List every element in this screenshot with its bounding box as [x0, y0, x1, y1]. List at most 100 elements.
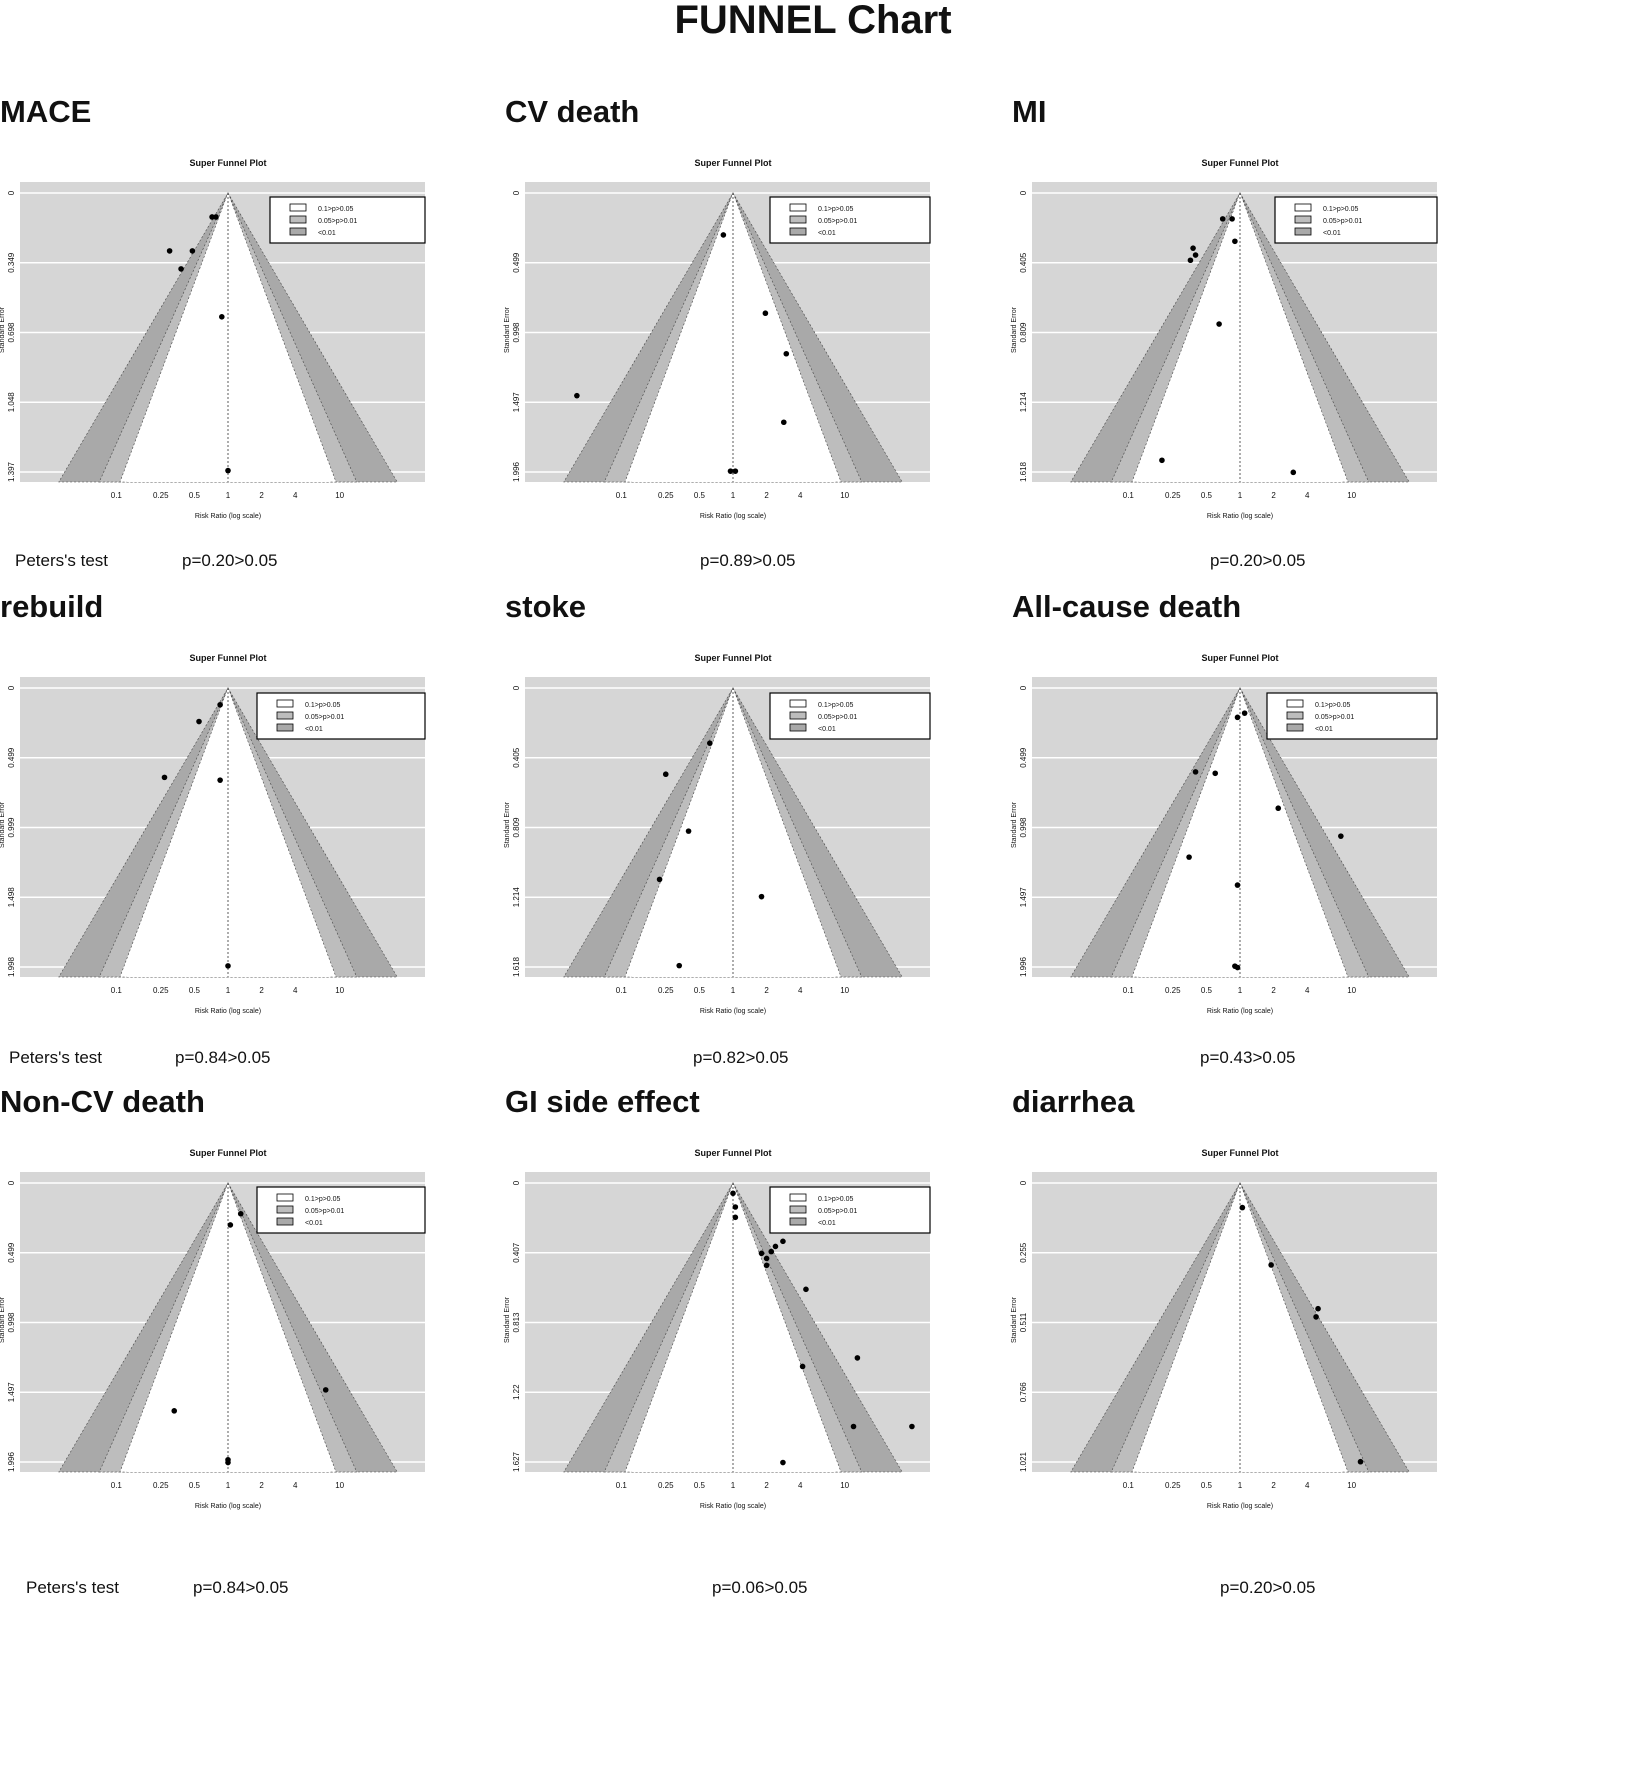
- y-tick-label: 0.407: [512, 1242, 521, 1263]
- y-tick-label: 1.214: [512, 887, 521, 908]
- y-tick-label: 0: [1019, 685, 1028, 690]
- study-point: [189, 248, 196, 254]
- x-axis-label: Risk Ratio (log scale): [700, 1503, 766, 1510]
- y-axis-label: Standard Error: [504, 801, 511, 848]
- legend-swatch: [276, 711, 294, 720]
- study-point: [732, 1204, 739, 1210]
- study-point: [1234, 964, 1241, 971]
- study-point: [1275, 805, 1282, 812]
- x-tick-label: 10: [1347, 1481, 1356, 1490]
- study-point: [171, 1408, 178, 1414]
- outcome-title: diarrhea: [1012, 1084, 1135, 1119]
- plot-title: Super Funnel Plot: [189, 1148, 266, 1158]
- legend: 0.1>p>0.05 0.05>p>0.01 <0.01: [256, 692, 426, 740]
- legend-label: <0.01: [318, 230, 336, 237]
- y-tick-label: 1.048: [7, 392, 16, 413]
- peters-test-label: Peters's test: [9, 1048, 103, 1067]
- x-tick-label: 2: [259, 986, 264, 995]
- y-tick-label: 1.996: [7, 1451, 16, 1472]
- study-point: [783, 350, 790, 357]
- legend: 0.1>p>0.05 0.05>p>0.01 <0.01: [256, 1186, 426, 1234]
- plot-title: Super Funnel Plot: [189, 653, 266, 663]
- study-point: [732, 1214, 739, 1221]
- study-point: [799, 1363, 806, 1370]
- y-tick-label: 0.998: [512, 322, 521, 343]
- study-point: [1290, 469, 1297, 476]
- x-tick-label: 1: [1238, 986, 1243, 995]
- y-axis-label: Standard Error: [0, 306, 6, 353]
- x-tick-label: 1: [731, 986, 736, 995]
- y-tick-label: 1.397: [7, 461, 16, 482]
- y-tick-label: 1.996: [1019, 956, 1028, 977]
- legend-label: 0.05>p>0.01: [318, 218, 357, 225]
- study-point: [768, 1248, 775, 1255]
- outcome-title: All-cause death: [1012, 589, 1242, 624]
- x-axis-label: Risk Ratio (log scale): [195, 513, 261, 520]
- study-point: [166, 248, 173, 254]
- x-tick-label: 0.25: [1165, 1481, 1181, 1490]
- study-point: [1232, 238, 1238, 245]
- legend-label: <0.01: [305, 1220, 323, 1227]
- study-point: [676, 962, 683, 969]
- y-tick-label: 0: [1019, 190, 1028, 195]
- y-tick-label: 1.618: [512, 956, 521, 977]
- y-tick-label: 0: [7, 190, 16, 195]
- study-point: [772, 1243, 779, 1250]
- page-title: FUNNEL Chart: [674, 0, 952, 42]
- study-point: [1241, 710, 1248, 716]
- x-tick-label: 0.25: [1165, 986, 1181, 995]
- x-tick-label: 2: [1271, 1481, 1276, 1490]
- legend-label: 0.1>p>0.05: [818, 702, 854, 709]
- x-tick-label: 4: [1305, 491, 1310, 500]
- legend-swatch: [789, 1193, 807, 1202]
- x-tick-label: 0.25: [658, 491, 674, 500]
- y-tick-label: 0.809: [1019, 322, 1028, 343]
- x-tick-label: 4: [798, 986, 803, 995]
- y-tick-label: 0: [512, 1180, 521, 1185]
- study-point: [227, 1222, 234, 1228]
- x-tick-label: 0.25: [1165, 491, 1181, 500]
- y-axis-label: Standard Error: [0, 1296, 6, 1343]
- y-tick-label: 0.809: [512, 817, 521, 838]
- p-value-text: p=0.82>0.05: [693, 1048, 789, 1067]
- study-point: [219, 314, 225, 320]
- x-tick-label: 0.5: [1201, 986, 1213, 995]
- y-tick-label: 0.698: [7, 322, 16, 343]
- plot-title: Super Funnel Plot: [189, 158, 266, 168]
- outcome-title: Non-CV death: [0, 1084, 205, 1119]
- study-point: [1192, 252, 1199, 258]
- legend-swatch: [789, 203, 807, 212]
- peters-test-label: Peters's test: [26, 1578, 120, 1597]
- y-tick-label: 0: [1019, 1180, 1028, 1185]
- study-point: [217, 777, 223, 783]
- y-axis-label: Standard Error: [1011, 801, 1018, 848]
- outcome-title: CV death: [505, 94, 640, 129]
- x-tick-label: 0.25: [153, 1481, 169, 1490]
- legend-swatch: [789, 215, 807, 224]
- x-tick-label: 10: [335, 491, 344, 500]
- study-point: [662, 771, 669, 778]
- x-tick-label: 10: [335, 986, 344, 995]
- y-tick-label: 0.405: [512, 747, 521, 768]
- study-point: [217, 701, 223, 708]
- funnel-plot: Super Funnel Plot 0 0.499 0.999 1.498 1.998 St…: [0, 653, 426, 1015]
- legend-swatch: [789, 1217, 807, 1226]
- legend-swatch: [289, 203, 307, 212]
- outcome-title: rebuild: [0, 589, 104, 624]
- study-point: [1212, 770, 1219, 777]
- outcome-title: GI side effect: [505, 1084, 700, 1119]
- study-point: [1229, 216, 1235, 222]
- study-point: [1313, 1314, 1319, 1320]
- x-tick-label: 0.1: [1123, 986, 1135, 995]
- study-point: [780, 1459, 786, 1466]
- study-point: [758, 1250, 765, 1257]
- y-tick-label: 1.498: [7, 887, 16, 908]
- legend: 0.1>p>0.05 0.05>p>0.01 <0.01: [769, 196, 931, 244]
- legend-label: 0.05>p>0.01: [305, 1208, 344, 1215]
- legend-label: <0.01: [1323, 230, 1341, 237]
- study-point: [727, 468, 734, 474]
- legend-swatch: [789, 699, 807, 708]
- x-tick-label: 1: [1238, 1481, 1243, 1490]
- study-point: [1357, 1458, 1364, 1465]
- y-tick-label: 0: [7, 685, 16, 690]
